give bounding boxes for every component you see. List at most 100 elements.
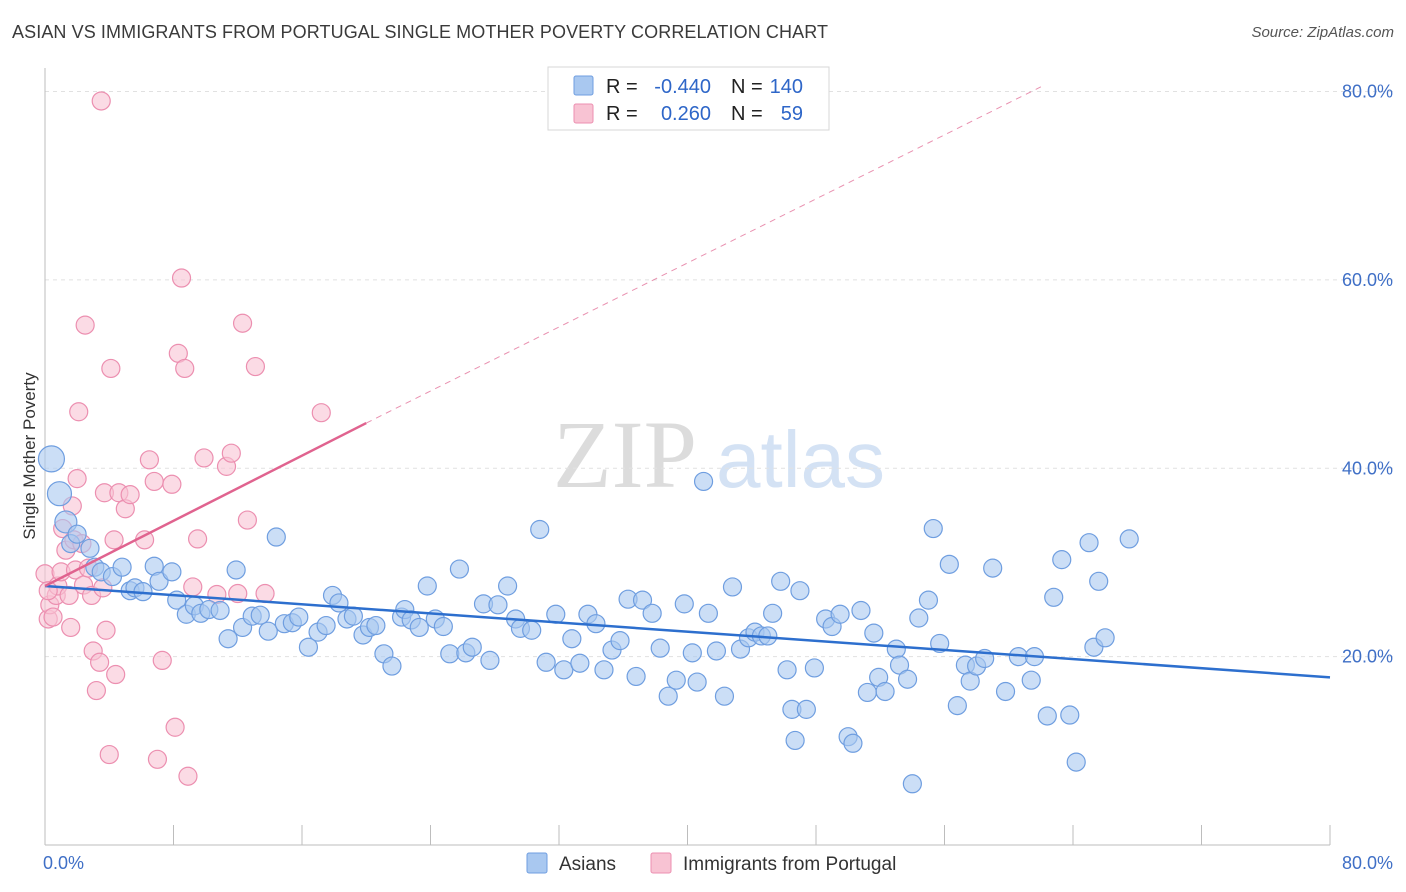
- data-point: [498, 576, 518, 596]
- data-point: [96, 620, 116, 640]
- legend-swatch-asians: [573, 75, 594, 96]
- data-point: [228, 583, 248, 604]
- data-point: [830, 604, 850, 624]
- legend-box: [547, 66, 830, 131]
- data-point: [1021, 670, 1041, 690]
- data-point: [886, 639, 906, 659]
- data-point: [610, 631, 630, 651]
- data-point: [546, 604, 566, 624]
- data-point: [804, 658, 824, 678]
- data-point: [61, 617, 81, 638]
- data-point: [947, 696, 967, 716]
- data-point: [594, 660, 614, 680]
- data-point: [875, 681, 895, 702]
- data-point: [289, 607, 309, 627]
- data-point: [178, 766, 198, 786]
- data-point: [112, 557, 132, 577]
- data-point: [106, 664, 126, 685]
- data-point: [562, 629, 582, 649]
- bottom-legend-swatch-portugal: [650, 852, 672, 874]
- data-point: [218, 629, 238, 649]
- data-point: [433, 616, 453, 637]
- y-tick-label: 20.0%: [1342, 647, 1393, 667]
- data-point: [1052, 550, 1072, 570]
- data-point: [851, 600, 871, 621]
- data-point: [221, 443, 241, 463]
- x-tick-label-max: 80.0%: [1342, 853, 1393, 873]
- correlation-legend: R = -0.440 N = 140 R = 0.260 N = 59: [547, 66, 830, 131]
- data-point: [266, 527, 286, 547]
- data-point: [316, 615, 336, 636]
- data-point: [909, 608, 929, 628]
- x-ticks: [44, 825, 1331, 845]
- data-point: [165, 717, 185, 737]
- data-point: [1066, 752, 1086, 772]
- data-point: [522, 620, 542, 640]
- data-point: [162, 474, 182, 494]
- data-point: [796, 699, 816, 719]
- data-point: [785, 730, 805, 751]
- data-point: [152, 650, 172, 671]
- data-point: [382, 656, 402, 676]
- data-point: [714, 686, 735, 706]
- data-point: [530, 519, 550, 540]
- legend-n-label-portugal: N =: [731, 103, 763, 125]
- data-point: [939, 554, 959, 574]
- data-point: [658, 686, 678, 706]
- data-point: [147, 749, 168, 769]
- legend-n-value-asians: 140: [770, 76, 803, 98]
- y-tick-labels: 20.0% 40.0% 60.0% 80.0%: [1342, 82, 1393, 667]
- data-point: [75, 315, 95, 335]
- legend-swatch-portugal: [573, 103, 594, 124]
- data-point: [843, 733, 863, 753]
- data-point: [1095, 628, 1115, 648]
- watermark: ZIP atlas: [553, 401, 885, 508]
- data-point: [462, 637, 482, 657]
- data-point: [80, 538, 100, 558]
- legend-r-label-portugal: R =: [606, 103, 638, 125]
- data-point: [650, 638, 670, 658]
- data-point: [790, 581, 810, 601]
- bottom-legend-label-asians: Asians: [559, 854, 616, 875]
- data-point: [857, 682, 878, 703]
- data-point: [69, 402, 89, 422]
- data-point: [59, 585, 79, 606]
- data-point: [722, 577, 743, 597]
- data-point: [449, 559, 470, 579]
- data-point: [706, 641, 727, 661]
- data-point: [897, 669, 918, 689]
- data-point: [120, 485, 140, 505]
- data-point: [250, 605, 270, 625]
- data-point: [995, 681, 1016, 702]
- data-point: [67, 524, 87, 544]
- trend-line-portugal: [44, 421, 367, 588]
- data-point: [255, 583, 275, 604]
- data-point: [763, 603, 783, 623]
- data-point: [923, 518, 943, 539]
- data-point: [902, 774, 922, 794]
- legend-n-label-asians: N =: [731, 76, 763, 98]
- y-tick-label: 40.0%: [1342, 458, 1393, 478]
- data-point: [674, 594, 694, 614]
- data-point: [90, 652, 110, 672]
- watermark-zip: ZIP: [553, 401, 697, 508]
- trend-lines: [44, 86, 1331, 679]
- data-point: [245, 356, 266, 377]
- data-point: [480, 650, 500, 671]
- data-point: [43, 607, 63, 627]
- data-point: [175, 358, 195, 379]
- gridlines: [45, 91, 1393, 658]
- y-axis-title: Single Mother Poverty: [20, 372, 39, 540]
- legend-r-value-asians: -0.440: [654, 76, 711, 98]
- data-point: [210, 600, 230, 621]
- data-point: [46, 481, 73, 507]
- data-point: [237, 510, 257, 530]
- data-point: [194, 448, 214, 468]
- data-point: [698, 603, 718, 623]
- data-point: [1119, 529, 1139, 549]
- data-point: [366, 615, 386, 636]
- data-point: [67, 469, 87, 489]
- data-point: [1044, 587, 1064, 607]
- data-point: [417, 576, 437, 596]
